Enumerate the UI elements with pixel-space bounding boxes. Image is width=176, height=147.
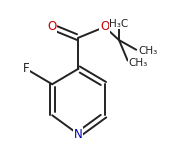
Text: O: O — [48, 20, 57, 34]
Text: N: N — [74, 128, 83, 141]
Text: CH₃: CH₃ — [129, 58, 148, 68]
Text: O: O — [100, 20, 109, 34]
Text: F: F — [23, 62, 29, 75]
Text: H₃C: H₃C — [109, 19, 129, 29]
Text: CH₃: CH₃ — [138, 46, 157, 56]
